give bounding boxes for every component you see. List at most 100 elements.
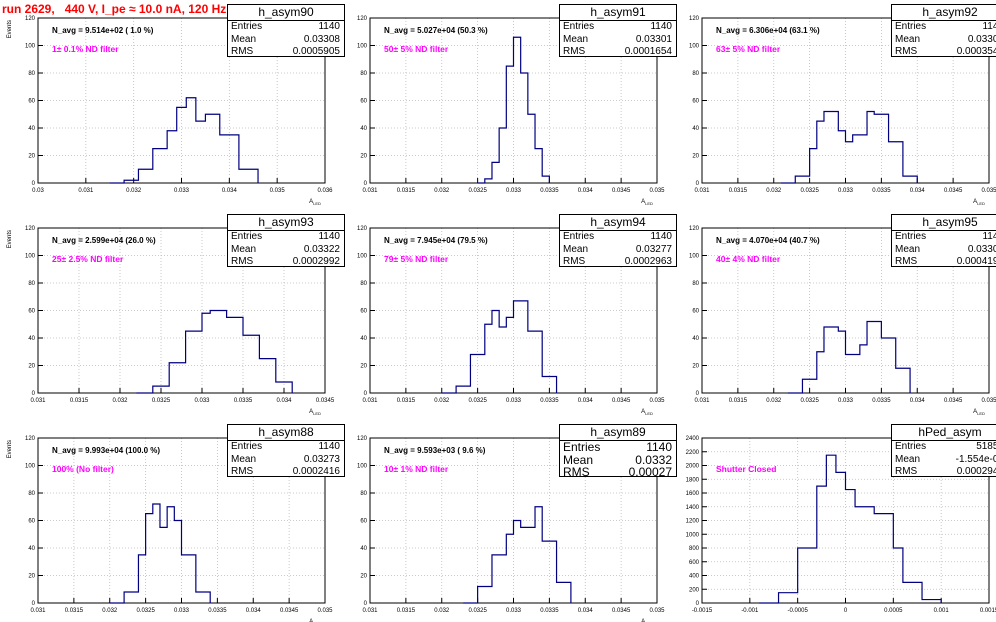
x-tick-label: 0.035 xyxy=(649,188,665,194)
x-axis-title: ALED xyxy=(973,199,985,206)
y-tick-label: 60 xyxy=(360,309,367,315)
y-tick-label: 80 xyxy=(28,71,35,77)
y-tick-label: 20 xyxy=(360,364,367,370)
avg-label: N_avg = 9.593e+03 ( 9.6 %) xyxy=(384,446,486,455)
stats-row: RMS 0.0001654 xyxy=(560,46,676,58)
x-tick-label: 0.031 xyxy=(694,188,710,194)
filter-label: 25± 2.5% ND filter xyxy=(52,254,124,264)
x-tick-label: 0.032 xyxy=(434,188,450,194)
y-tick-label: 0 xyxy=(696,601,700,607)
y-tick-label: 120 xyxy=(25,226,36,232)
x-tick-label: 0.034 xyxy=(578,398,594,404)
x-tick-label: 0.0325 xyxy=(468,608,487,614)
y-tick-label: 0 xyxy=(32,391,36,397)
y-tick-label: 80 xyxy=(28,281,35,287)
filter-label: 63± 5% ND filter xyxy=(716,44,781,54)
x-tick-label: 0.0345 xyxy=(612,398,631,404)
stats-row: Entries 51859 xyxy=(892,441,996,453)
stats-row: RMS 0.0002946 xyxy=(892,466,996,478)
stats-label: RMS xyxy=(231,466,254,477)
x-tick-label: 0.0335 xyxy=(540,188,559,194)
x-tick-label: 0.033 xyxy=(506,608,522,614)
histogram-line xyxy=(780,110,918,184)
y-tick-label: 80 xyxy=(28,491,35,497)
y-tick-label: 40 xyxy=(28,126,35,132)
x-tick-label: 0.0315 xyxy=(397,608,416,614)
stats-label: Mean xyxy=(895,453,921,465)
x-tick-label: 0.032 xyxy=(102,608,118,614)
stats-box-title: h_asym89 xyxy=(560,425,676,441)
x-tick-label: 0.0345 xyxy=(280,608,299,614)
x-tick-label: 0.034 xyxy=(246,608,262,614)
stats-label: Entries xyxy=(563,21,595,32)
x-tick-label: -0.001 xyxy=(741,608,759,614)
stats-row: Entries 1140 xyxy=(560,231,676,243)
y-tick-label: 0 xyxy=(364,181,368,187)
y-tick-label: 40 xyxy=(360,126,367,132)
x-tick-label: 0.0335 xyxy=(208,608,227,614)
y-tick-label: 20 xyxy=(692,154,699,160)
x-tick-label: 0.0345 xyxy=(944,398,963,404)
x-tick-label: 0.031 xyxy=(694,398,710,404)
stats-row: RMS 0.0004199 xyxy=(892,256,996,268)
filter-label: 79± 5% ND filter xyxy=(384,254,449,264)
x-tick-label: 0.033 xyxy=(174,608,190,614)
stats-box-title: h_asym91 xyxy=(560,5,676,21)
histogram-line xyxy=(441,300,558,394)
stats-box-title: h_asym93 xyxy=(228,215,344,231)
x-tick-label: 0.0315 xyxy=(70,398,89,404)
stats-box-title: h_asym90 xyxy=(228,5,344,21)
x-tick-label: 0.032 xyxy=(126,188,142,194)
stats-label: Entries xyxy=(895,441,927,452)
y-tick-label: 100 xyxy=(25,44,36,50)
y-tick-label: 120 xyxy=(689,16,700,22)
x-tick-label: 0.0335 xyxy=(540,398,559,404)
x-tick-label: 0.034 xyxy=(222,188,238,194)
y-axis-title: Events xyxy=(7,230,13,248)
stats-value: 1140 xyxy=(646,440,672,454)
stats-value: 0.0003541 xyxy=(956,46,996,57)
stats-value: 0.0004199 xyxy=(956,256,996,267)
y-tick-label: 40 xyxy=(360,336,367,342)
x-tick-label: 0.0345 xyxy=(612,188,631,194)
y-tick-label: 40 xyxy=(28,546,35,552)
x-tick-label: 0.033 xyxy=(838,188,854,194)
stats-label: RMS xyxy=(231,46,254,57)
x-axis-title: ALED xyxy=(641,409,653,416)
stats-value: 0.0005905 xyxy=(292,46,340,57)
x-tick-label: 0.033 xyxy=(174,188,190,194)
x-tick-label: 0.0315 xyxy=(397,188,416,194)
stats-row: Entries 1140 xyxy=(560,441,676,453)
stats-label: Entries xyxy=(563,231,595,242)
x-tick-label: 0.0345 xyxy=(612,608,631,614)
stats-label: Mean xyxy=(563,243,589,255)
x-axis-title: ALED xyxy=(973,409,985,416)
stats-label: RMS xyxy=(895,256,918,267)
stats-label: Mean xyxy=(563,33,589,45)
filter-label: Shutter Closed xyxy=(716,464,776,474)
x-tick-label: 0.0315 xyxy=(65,608,84,614)
stats-value: 1140 xyxy=(982,21,996,32)
x-tick-label: 0.034 xyxy=(578,608,594,614)
avg-label: N_avg = 9.514e+02 ( 1.0 %) xyxy=(52,26,154,35)
y-tick-label: 100 xyxy=(689,44,700,50)
x-tick-label: 0.0325 xyxy=(136,608,155,614)
x-tick-label: 0.036 xyxy=(317,188,333,194)
stats-label: RMS xyxy=(563,465,590,479)
stats-value: 0.00027 xyxy=(628,465,672,479)
x-tick-label: 0.0335 xyxy=(540,608,559,614)
stats-value: 0.0332 xyxy=(635,452,672,467)
avg-label: N_avg = 7.945e+04 (79.5 %) xyxy=(384,236,488,245)
stats-row: Entries 1140 xyxy=(228,441,344,453)
x-tick-label: 0 xyxy=(844,608,848,614)
x-tick-label: 0.032 xyxy=(434,398,450,404)
avg-label: N_avg = 6.306e+04 (63.1 %) xyxy=(716,26,820,35)
y-tick-label: 60 xyxy=(692,99,699,105)
x-tick-label: 0.031 xyxy=(30,398,46,404)
stats-row: RMS 0.0002416 xyxy=(228,466,344,478)
x-tick-label: 0.0345 xyxy=(944,188,963,194)
filter-label: 10± 1% ND filter xyxy=(384,464,449,474)
x-tick-label: 0.0345 xyxy=(316,398,335,404)
stats-box-title: h_asym92 xyxy=(892,5,996,21)
